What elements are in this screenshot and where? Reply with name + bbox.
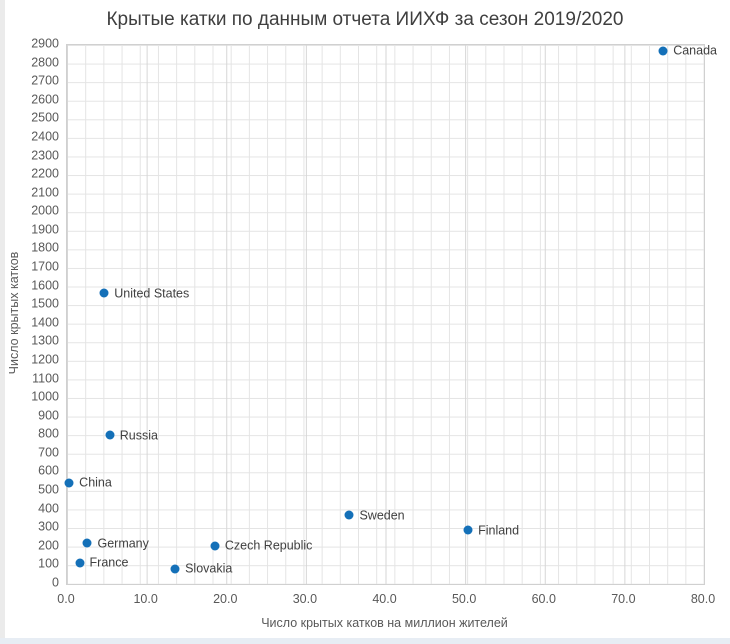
x-axis-title: Число крытых катков на миллион жителей: [261, 616, 508, 630]
y-axis-tick-label: 2300: [31, 148, 59, 163]
y-axis-tick-label: 2700: [31, 73, 59, 88]
x-axis-tick-label: 10.0: [133, 592, 158, 606]
y-axis-tick-label: 500: [38, 482, 59, 497]
data-point-label: United States: [114, 286, 190, 301]
y-axis-tick-label: 1500: [31, 296, 59, 311]
data-point-label: Finland: [478, 523, 520, 538]
x-axis-tick-label: 40.0: [372, 592, 397, 606]
y-axis-tick-label: 1300: [31, 333, 59, 348]
x-axis-tick-label: 0.0: [57, 592, 75, 606]
data-point-czech-republic[interactable]: [210, 541, 220, 551]
chart-title: Крытые катки по данным отчета ИИХФ за се…: [106, 9, 624, 30]
y-axis-tick-label: 2200: [31, 166, 59, 181]
data-point-canada[interactable]: [658, 46, 668, 55]
data-point-finland[interactable]: [463, 525, 473, 535]
y-axis-tick-label: 800: [38, 426, 59, 441]
data-point-label: Sweden: [359, 508, 405, 523]
x-axis-tick-label: 30.0: [292, 592, 318, 606]
y-axis-tick-label: 1200: [31, 352, 59, 367]
y-axis-tick-label: 900: [38, 408, 59, 423]
y-axis-tick-label: 2800: [31, 55, 59, 70]
y-axis-tick-label: 1600: [31, 278, 59, 293]
y-axis-tick-label: 2400: [31, 129, 59, 144]
y-axis-tick-label: 1800: [31, 240, 59, 255]
y-axis-tick-label: 700: [38, 445, 59, 460]
data-point-label: France: [89, 555, 129, 570]
data-point-label: Germany: [97, 536, 149, 551]
y-axis-tick-label: 2500: [31, 110, 59, 125]
window-bottom-edge: [0, 638, 730, 644]
y-axis-tick-label: 1900: [31, 222, 59, 237]
data-point-label: Czech Republic: [224, 538, 313, 553]
data-point-label: Slovakia: [185, 561, 233, 576]
plot-area: [66, 44, 705, 585]
y-axis-tick-label: 100: [38, 556, 59, 571]
data-point-sweden[interactable]: [344, 510, 354, 520]
y-axis-tick-label: 2100: [31, 185, 59, 200]
data-point-germany[interactable]: [82, 538, 92, 548]
data-point-label: China: [79, 475, 112, 490]
y-axis-tick-label: 0: [52, 575, 59, 590]
y-axis-tick-label: 300: [38, 519, 59, 534]
data-point-russia[interactable]: [105, 430, 115, 440]
data-point-united-states[interactable]: [99, 288, 109, 298]
y-axis-tick-label: 1400: [31, 315, 59, 330]
x-axis-tick-label: 80.0: [690, 592, 716, 606]
x-axis-tick-label: 20.0: [213, 592, 238, 606]
y-axis-tick-label: 600: [38, 463, 59, 478]
data-point-label: Russia: [119, 428, 158, 443]
y-axis-tick-label: 2000: [31, 203, 59, 218]
x-axis-tick-label: 50.0: [451, 592, 477, 606]
y-axis-tick-label: 200: [38, 538, 59, 553]
data-point-label: Canada: [673, 43, 717, 58]
data-point-china[interactable]: [64, 478, 74, 488]
window-left-edge: [0, 0, 5, 644]
data-point-france[interactable]: [75, 558, 85, 568]
y-axis-tick-label: 1000: [31, 389, 59, 404]
y-axis-tick-label: 1700: [31, 259, 59, 274]
y-axis-tick-label: 2600: [31, 92, 59, 107]
x-axis-tick-label: 60.0: [531, 592, 556, 606]
y-axis-tick-label: 400: [38, 501, 59, 516]
y-axis-tick-label: 2900: [31, 36, 59, 51]
y-axis-tick-label: 1100: [32, 371, 59, 386]
data-point-slovakia[interactable]: [170, 564, 180, 573]
x-axis-tick-label: 70.0: [611, 592, 636, 606]
